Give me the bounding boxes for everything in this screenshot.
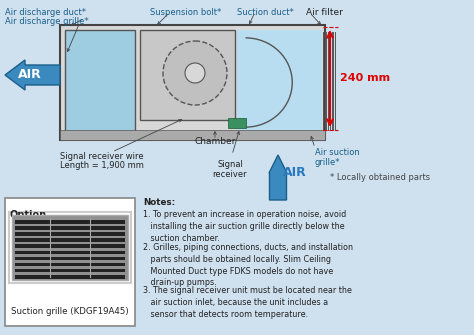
Polygon shape bbox=[269, 155, 287, 200]
Bar bbox=[237, 30, 322, 135]
Bar bbox=[15, 263, 125, 266]
Text: Air discharge duct*: Air discharge duct* bbox=[5, 8, 86, 17]
Text: 240 mm: 240 mm bbox=[340, 73, 390, 83]
Bar bbox=[15, 238, 125, 242]
Bar bbox=[15, 220, 125, 223]
Bar bbox=[15, 257, 125, 260]
Polygon shape bbox=[5, 60, 60, 90]
Circle shape bbox=[163, 41, 227, 105]
Text: Suction grille (KDGF19A45): Suction grille (KDGF19A45) bbox=[11, 307, 129, 316]
Text: Chamber: Chamber bbox=[194, 137, 236, 146]
Bar bbox=[15, 226, 125, 229]
Bar bbox=[140, 30, 235, 120]
Bar bbox=[65, 30, 135, 135]
Text: Signal
receiver: Signal receiver bbox=[213, 160, 247, 180]
Bar bbox=[15, 269, 125, 272]
Bar bbox=[60, 130, 325, 140]
Text: Signal receiver wire: Signal receiver wire bbox=[60, 152, 144, 161]
Text: 3. The signal receiver unit must be located near the
   air suction inlet, becau: 3. The signal receiver unit must be loca… bbox=[143, 286, 352, 319]
Text: 1. To prevent an increase in operation noise, avoid
   installing the air suctio: 1. To prevent an increase in operation n… bbox=[143, 210, 346, 243]
Text: * Locally obtained parts: * Locally obtained parts bbox=[330, 173, 430, 182]
Text: AIR: AIR bbox=[283, 166, 307, 180]
Bar bbox=[15, 251, 125, 254]
Bar bbox=[15, 275, 125, 278]
Text: Suction duct*: Suction duct* bbox=[237, 8, 294, 17]
Bar bbox=[228, 118, 246, 128]
Text: Air suction
grille*: Air suction grille* bbox=[315, 148, 360, 168]
Text: AIR: AIR bbox=[18, 68, 42, 81]
Bar bbox=[15, 245, 125, 248]
Text: Option: Option bbox=[10, 210, 47, 220]
Circle shape bbox=[185, 63, 205, 83]
Bar bbox=[15, 232, 125, 236]
Bar bbox=[9, 212, 131, 283]
Text: Length = 1,900 mm: Length = 1,900 mm bbox=[60, 161, 144, 170]
Bar bbox=[60, 25, 325, 140]
Bar bbox=[5, 198, 135, 326]
Text: Suspension bolt*: Suspension bolt* bbox=[150, 8, 221, 17]
Bar bbox=[12, 215, 128, 280]
Text: Air discharge grille*: Air discharge grille* bbox=[5, 17, 89, 26]
Text: 2. Grilles, piping connections, ducts, and installation
   parts should be obtai: 2. Grilles, piping connections, ducts, a… bbox=[143, 243, 353, 287]
Text: Air filter: Air filter bbox=[306, 8, 343, 17]
Text: Notes:: Notes: bbox=[143, 198, 175, 207]
